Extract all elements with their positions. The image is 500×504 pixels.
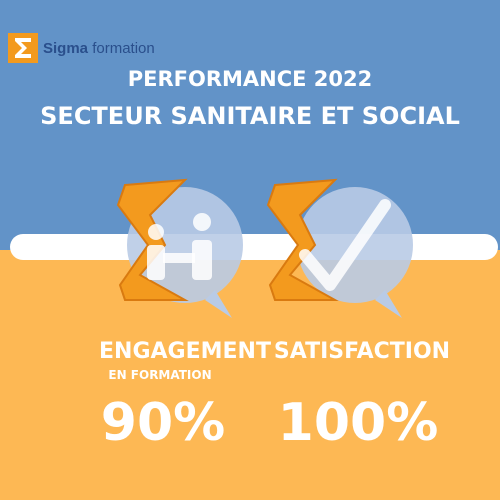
subtitle: SECTEUR SANITAIRE ET SOCIAL: [40, 102, 460, 130]
metric-label: SATISFACTION: [274, 339, 450, 364]
metric-value: 100%: [278, 393, 439, 453]
satisfaction-icon: [266, 178, 413, 318]
logo: Sigma formation: [8, 33, 155, 63]
top-background: [0, 0, 500, 250]
title: PERFORMANCE 2022: [128, 67, 373, 91]
metric-value: 90%: [101, 393, 225, 453]
bottom-background: [0, 250, 500, 500]
logo-suffix: formation: [92, 40, 155, 57]
logo-name: Sigma: [43, 40, 89, 57]
metric-sublabel: EN FORMATION: [108, 368, 211, 382]
logo-text: Sigma formation: [43, 40, 155, 57]
engagement-icon: [116, 178, 243, 318]
logo-sigma: [15, 38, 31, 58]
white-band: [10, 234, 498, 260]
metric-label: ENGAGEMENT: [99, 339, 271, 364]
